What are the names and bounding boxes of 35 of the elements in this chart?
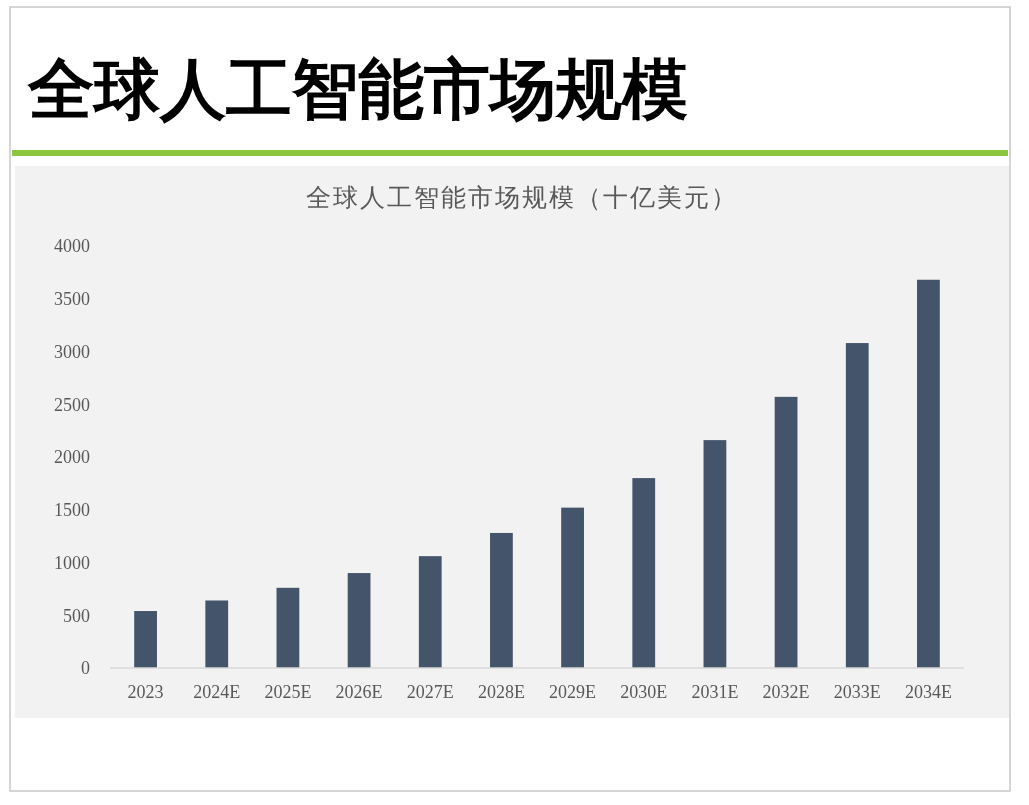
bar [917, 279, 940, 668]
x-tick-label: 2029E [549, 682, 597, 702]
bar [845, 343, 869, 668]
x-tick-label: 2023 [127, 682, 164, 702]
bar [490, 532, 513, 668]
bar [347, 573, 371, 668]
y-tick-label: 4000 [54, 236, 90, 257]
bar [774, 396, 798, 668]
bar [632, 478, 656, 668]
x-tick-label: 2025E [264, 682, 312, 702]
y-tick-label: 3000 [54, 341, 90, 362]
x-tick-label: 2032E [762, 682, 810, 702]
y-tick-label: 2000 [54, 447, 90, 468]
x-tick-label: 2026E [335, 682, 383, 702]
chart-title: 全球人工智能市场规模 [27, 51, 688, 128]
x-tick-label: 2030E [620, 682, 668, 702]
bar [561, 507, 584, 668]
y-tick-label: 3500 [54, 289, 90, 310]
y-tick-label: 500 [63, 605, 90, 626]
x-tick-label: 2028E [477, 682, 525, 702]
x-tick-label: 2024E [193, 682, 241, 702]
x-tick-label: 2031E [691, 682, 739, 702]
bar [134, 611, 157, 668]
x-tick-label: 2033E [833, 682, 881, 702]
y-tick-label: 0 [81, 658, 90, 679]
bar [276, 587, 300, 668]
y-tick-label: 1000 [54, 552, 90, 573]
x-tick-label: 2034E [904, 682, 952, 702]
bar [703, 440, 727, 668]
x-tick-label: 2027E [406, 682, 454, 702]
y-tick-label: 2500 [54, 394, 90, 415]
y-tick-label: 1500 [54, 500, 90, 521]
chart-subtitle: 全球人工智能市场规模（十亿美元） [306, 184, 738, 211]
bar [205, 600, 229, 668]
bar [418, 556, 442, 668]
